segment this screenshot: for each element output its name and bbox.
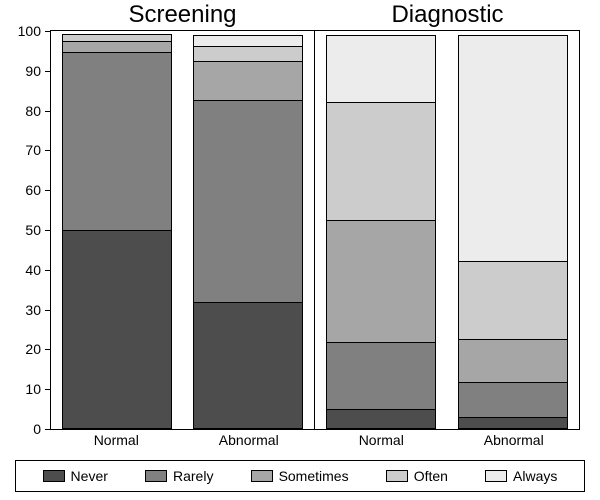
legend-label: Sometimes	[279, 468, 349, 484]
y-tick-label: 0	[5, 421, 41, 437]
legend-label: Rarely	[173, 468, 213, 484]
panel-diagnostic	[315, 31, 579, 429]
y-tick-label: 20	[5, 341, 41, 357]
legend-swatch	[485, 470, 507, 482]
segment-often	[458, 261, 569, 341]
plot-area: 0102030405060708090100	[50, 30, 580, 430]
bar-screening-normal	[62, 31, 172, 429]
y-tick-label: 70	[5, 142, 41, 158]
segment-never	[193, 302, 303, 429]
legend-item-always: Always	[485, 468, 557, 484]
y-tick-label: 40	[5, 262, 41, 278]
legend-swatch	[43, 470, 65, 482]
segment-never	[326, 409, 437, 429]
x-axis-labels: Normal Abnormal Normal Abnormal	[50, 432, 580, 452]
xlabel-diagnostic-abnormal: Abnormal	[448, 432, 581, 452]
segment-always	[458, 35, 569, 262]
y-tick-label: 100	[5, 23, 41, 39]
xlabel-screening-abnormal: Abnormal	[183, 432, 316, 452]
legend-item-rarely: Rarely	[145, 468, 213, 484]
bar-diagnostic-abnormal	[458, 31, 569, 429]
legend-label: Never	[71, 468, 108, 484]
legend-swatch	[386, 470, 408, 482]
segment-sometimes	[193, 61, 303, 101]
bar-screening-abnormal	[193, 31, 303, 429]
segment-often	[193, 46, 303, 62]
y-tick-label: 90	[5, 63, 41, 79]
y-tick-label: 50	[5, 222, 41, 238]
legend-swatch	[251, 470, 273, 482]
legend-label: Often	[414, 468, 448, 484]
segment-rarely	[458, 382, 569, 418]
segment-rarely	[62, 52, 172, 231]
y-tick-label: 60	[5, 182, 41, 198]
segment-rarely	[326, 342, 437, 410]
panel-screening	[51, 31, 315, 429]
bar-diagnostic-normal	[326, 31, 437, 429]
xlabel-screening-normal: Normal	[50, 432, 183, 452]
y-tick	[45, 429, 51, 430]
panel-title-diagnostic: Diagnostic	[315, 0, 580, 30]
panel-titles: Screening Diagnostic	[50, 0, 580, 30]
panel-title-screening: Screening	[50, 0, 315, 30]
xlabel-diagnostic-normal: Normal	[315, 432, 448, 452]
segment-often	[326, 102, 437, 221]
segment-sometimes	[326, 220, 437, 343]
legend-item-often: Often	[386, 468, 448, 484]
legend: Never Rarely Sometimes Often Always	[15, 460, 585, 492]
segment-never	[62, 230, 172, 429]
y-tick-label: 30	[5, 302, 41, 318]
segment-sometimes	[458, 339, 569, 383]
legend-item-never: Never	[43, 468, 108, 484]
segment-rarely	[193, 100, 303, 303]
chart-container: Screening Diagnostic 0102030405060708090…	[0, 0, 600, 500]
y-tick-label: 80	[5, 103, 41, 119]
segment-never	[458, 417, 569, 429]
legend-swatch	[145, 470, 167, 482]
legend-label: Always	[513, 468, 557, 484]
y-tick-label: 10	[5, 381, 41, 397]
segment-always	[326, 35, 437, 103]
legend-item-sometimes: Sometimes	[251, 468, 349, 484]
